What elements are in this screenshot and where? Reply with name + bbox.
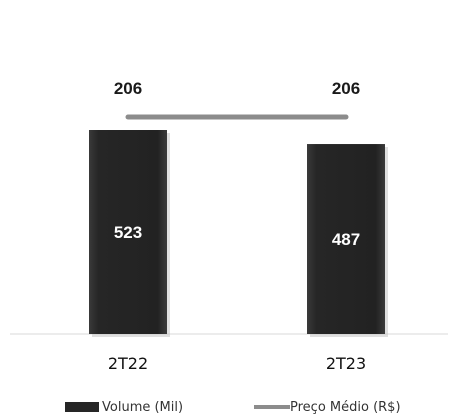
x-tick-label-2t23: 2T23: [326, 354, 366, 373]
price-value-label-2t22: 206: [114, 79, 142, 98]
legend-label-volume: Volume (Mil): [102, 400, 183, 415]
bar-volume-2t22: [89, 130, 167, 334]
bar-volume-2t23: [307, 144, 385, 334]
legend: Volume (Mil) Preço Médio (R$): [65, 400, 401, 415]
bar-value-label-2t22: 523: [114, 223, 142, 242]
legend-label-price: Preço Médio (R$): [290, 400, 401, 415]
bar-value-label-2t23: 487: [332, 230, 360, 249]
price-value-label-2t23: 206: [332, 79, 360, 98]
legend-swatch-volume: [65, 402, 99, 412]
x-tick-label-2t22: 2T22: [108, 354, 148, 373]
